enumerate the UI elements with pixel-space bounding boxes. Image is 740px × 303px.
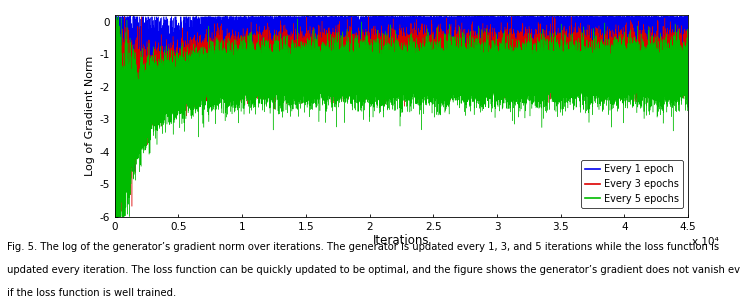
Text: Fig. 5. The log of the generator’s gradient norm over iterations. The generator : Fig. 5. The log of the generator’s gradi… bbox=[7, 242, 719, 252]
X-axis label: Iterations: Iterations bbox=[373, 234, 430, 247]
Legend: Every 1 epoch, Every 3 epochs, Every 5 epochs: Every 1 epoch, Every 3 epochs, Every 5 e… bbox=[581, 160, 683, 208]
Text: x 10⁴: x 10⁴ bbox=[692, 237, 719, 248]
Y-axis label: Log of Gradient Norm: Log of Gradient Norm bbox=[85, 56, 95, 176]
Text: updated every iteration. The loss function can be quickly updated to be optimal,: updated every iteration. The loss functi… bbox=[7, 265, 740, 275]
Text: if the loss function is well trained.: if the loss function is well trained. bbox=[7, 288, 177, 298]
